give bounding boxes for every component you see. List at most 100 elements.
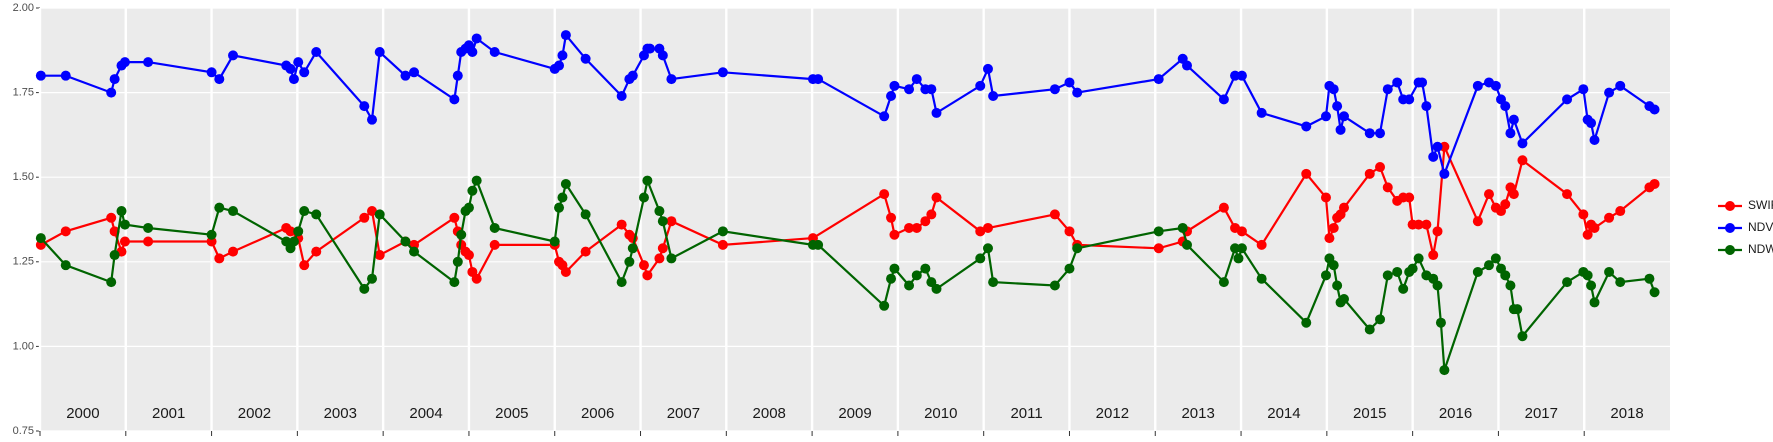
data-point (206, 67, 217, 78)
legend-key (1725, 223, 1735, 233)
data-point (214, 202, 225, 213)
data-point (1428, 250, 1439, 261)
data-point (654, 253, 665, 264)
data-point (311, 46, 322, 57)
data-point (886, 90, 897, 101)
data-point (1421, 219, 1432, 230)
data-point (1335, 124, 1346, 135)
data-point (560, 266, 571, 277)
data-point (1375, 314, 1386, 325)
data-point (1472, 266, 1483, 277)
data-point (367, 206, 378, 217)
data-point (1375, 128, 1386, 139)
data-point (1483, 260, 1494, 271)
data-point (1320, 270, 1331, 281)
data-point (143, 236, 154, 247)
data-point (988, 277, 999, 288)
data-point (1236, 70, 1247, 81)
data-point (1505, 128, 1516, 139)
y-tick-label: 1.50 (13, 171, 34, 183)
data-point (926, 277, 937, 288)
data-point (1064, 226, 1075, 237)
x-tick-label: 2012 (1096, 405, 1129, 422)
data-point (657, 50, 668, 61)
data-point (467, 185, 478, 196)
data-point (1582, 270, 1593, 281)
data-point (1505, 280, 1516, 291)
data-point (1233, 253, 1244, 264)
x-tick-label: 2011 (1010, 405, 1042, 422)
data-point (627, 243, 638, 254)
data-point (638, 260, 649, 271)
data-point (1301, 168, 1312, 179)
data-point (1382, 270, 1393, 281)
data-point (311, 209, 322, 220)
data-point (116, 206, 127, 217)
x-tick-label: 2001 (152, 405, 185, 422)
data-point (374, 46, 385, 57)
data-point (1644, 273, 1655, 284)
data-point (1256, 273, 1267, 284)
data-point (988, 90, 999, 101)
y-tick-label: 2.00 (13, 2, 34, 14)
data-point (1256, 239, 1267, 250)
data-point (1500, 199, 1511, 210)
data-point (975, 226, 986, 237)
data-point (143, 222, 154, 233)
data-point (1320, 192, 1331, 203)
data-point (666, 216, 677, 227)
data-point (299, 67, 310, 78)
data-point (1382, 84, 1393, 95)
data-point (1072, 243, 1083, 254)
data-point (119, 236, 130, 247)
data-point (889, 263, 900, 274)
data-point (580, 209, 591, 220)
data-point (1320, 111, 1331, 122)
x-tick-label: 2006 (581, 405, 614, 422)
data-point (920, 216, 931, 227)
data-point (35, 70, 46, 81)
data-point (926, 209, 937, 220)
data-point (616, 277, 627, 288)
data-point (904, 222, 915, 233)
data-point (293, 226, 304, 237)
data-point (214, 74, 225, 85)
data-point (886, 273, 897, 284)
data-point (1562, 189, 1573, 200)
data-point (1589, 297, 1600, 308)
data-point (560, 178, 571, 189)
data-point (1218, 94, 1229, 105)
data-point (1421, 101, 1432, 112)
data-point (463, 202, 474, 213)
data-point (1615, 80, 1626, 91)
data-point (1472, 80, 1483, 91)
data-point (409, 67, 420, 78)
data-point (1177, 222, 1188, 233)
data-point (889, 229, 900, 240)
data-point (1364, 324, 1375, 335)
y-tick-label: 1.75 (13, 87, 34, 99)
data-point (400, 236, 411, 247)
data-point (1364, 128, 1375, 139)
x-tick-label: 2013 (1181, 405, 1214, 422)
data-point (657, 243, 668, 254)
data-point (1562, 94, 1573, 105)
data-point (557, 192, 568, 203)
data-point (1589, 222, 1600, 233)
data-point (554, 60, 565, 71)
data-point (35, 233, 46, 244)
data-point (359, 283, 370, 294)
data-point (1508, 114, 1519, 125)
legend-label: SWIR (1748, 198, 1773, 212)
data-point (1439, 141, 1450, 152)
x-tick-label: 2002 (238, 405, 271, 422)
legend-label: NDVI (1748, 220, 1773, 234)
data-point (1392, 77, 1403, 88)
data-point (1328, 222, 1339, 233)
data-point (1404, 94, 1415, 105)
x-tick-label: 2000 (66, 405, 99, 422)
data-point (106, 212, 117, 223)
data-point (1049, 209, 1060, 220)
data-point (904, 84, 915, 95)
